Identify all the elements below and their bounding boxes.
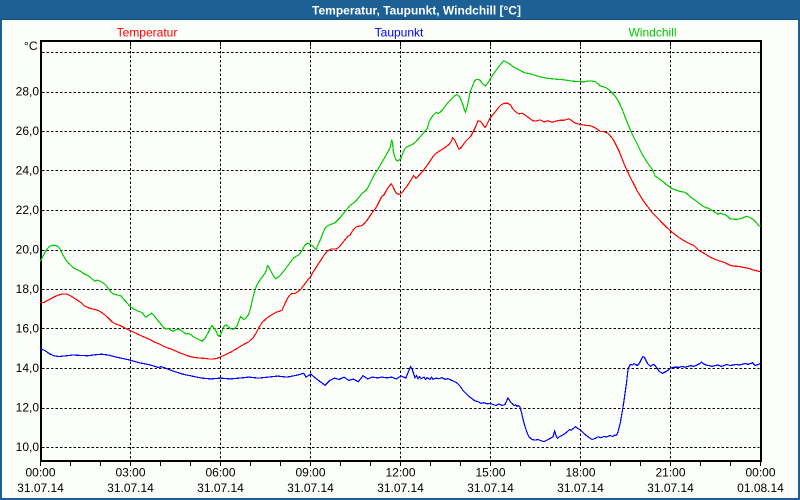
svg-text:Windchill: Windchill (628, 26, 676, 40)
svg-text:14,0: 14,0 (16, 361, 40, 375)
svg-text:18:00: 18:00 (565, 466, 595, 480)
svg-text:°C: °C (24, 39, 38, 53)
svg-text:26,0: 26,0 (16, 124, 40, 138)
svg-text:01.08.14: 01.08.14 (737, 481, 784, 495)
svg-text:31.07.14: 31.07.14 (557, 481, 604, 495)
svg-text:00:00: 00:00 (25, 466, 55, 480)
svg-text:12:00: 12:00 (385, 466, 415, 480)
svg-text:12,0: 12,0 (16, 401, 40, 415)
svg-text:16,0: 16,0 (16, 322, 40, 336)
svg-text:31.07.14: 31.07.14 (647, 481, 694, 495)
svg-text:15:00: 15:00 (475, 466, 505, 480)
svg-text:06:00: 06:00 (205, 466, 235, 480)
svg-text:09:00: 09:00 (295, 466, 325, 480)
svg-text:31.07.14: 31.07.14 (377, 481, 424, 495)
svg-text:20,0: 20,0 (16, 243, 40, 257)
svg-text:Temperatur, Taupunkt, Windchil: Temperatur, Taupunkt, Windchill [°C] (312, 4, 521, 18)
svg-text:Taupunkt: Taupunkt (375, 26, 424, 40)
svg-text:03:00: 03:00 (115, 466, 145, 480)
svg-text:31.07.14: 31.07.14 (197, 481, 244, 495)
svg-text:10,0: 10,0 (16, 440, 40, 454)
svg-text:31.07.14: 31.07.14 (467, 481, 514, 495)
svg-text:Temperatur: Temperatur (117, 26, 178, 40)
svg-text:31.07.14: 31.07.14 (17, 481, 64, 495)
svg-text:31.07.14: 31.07.14 (287, 481, 334, 495)
svg-text:21:00: 21:00 (655, 466, 685, 480)
svg-text:24,0: 24,0 (16, 164, 40, 178)
svg-text:28,0: 28,0 (16, 85, 40, 99)
svg-text:00:00: 00:00 (745, 466, 775, 480)
svg-text:18,0: 18,0 (16, 282, 40, 296)
svg-text:31.07.14: 31.07.14 (107, 481, 154, 495)
svg-text:22,0: 22,0 (16, 203, 40, 217)
